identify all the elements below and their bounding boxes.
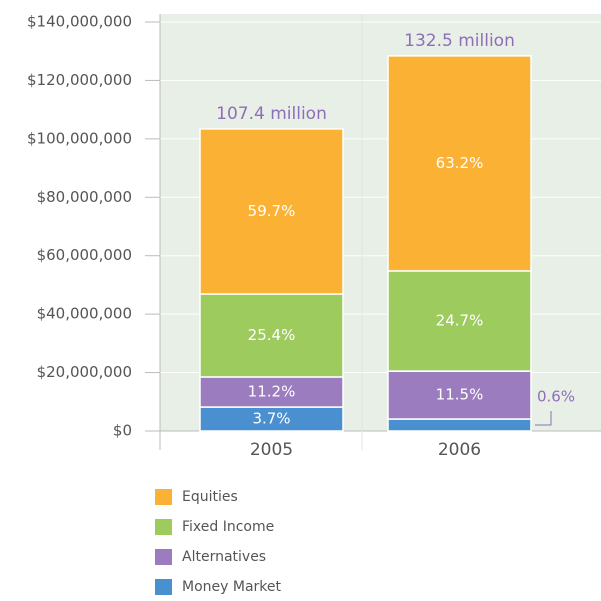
segment-label: 59.7% [248,202,296,220]
segment-label: 0.6% [537,388,575,406]
bar-segment [387,370,532,420]
bar-segment [199,293,344,378]
y-tick-label: $40,000,000 [37,305,132,323]
total-label: 107.4 million [216,104,327,124]
segment-label: 11.2% [248,382,296,400]
segment-label: 3.7% [252,410,290,428]
y-tick-label: $20,000,000 [37,363,132,381]
bar-segment [199,128,344,295]
legend-swatch [155,549,172,565]
total-label: 132.5 million [404,31,515,51]
legend-label: Money Market [182,579,282,595]
y-tick-label: $60,000,000 [37,246,132,264]
segment-label: 25.4% [248,326,296,344]
y-tick-label: $0 [113,422,132,440]
y-tick-label: $120,000,000 [27,71,132,89]
bar-segment [387,418,532,432]
x-tick-label: 2006 [438,440,481,460]
bar-segment [387,270,532,372]
segment-label: 24.7% [436,312,484,330]
bar-segment [387,55,532,272]
leader-line [535,411,552,426]
x-tick-label: 2005 [250,440,293,460]
legend-swatch [155,489,172,505]
segment-label: 11.5% [436,386,484,404]
y-tick-label: $80,000,000 [37,188,132,206]
y-tick-label: $140,000,000 [27,13,132,31]
legend-swatch [155,519,172,535]
segment-label: 63.2% [436,154,484,172]
bar-segment [199,376,344,408]
legend-swatch [155,579,172,595]
legend-label: Alternatives [182,549,266,565]
legend-label: Equities [182,489,238,505]
y-tick-label: $100,000,000 [27,129,132,147]
legend-label: Fixed Income [182,519,274,535]
